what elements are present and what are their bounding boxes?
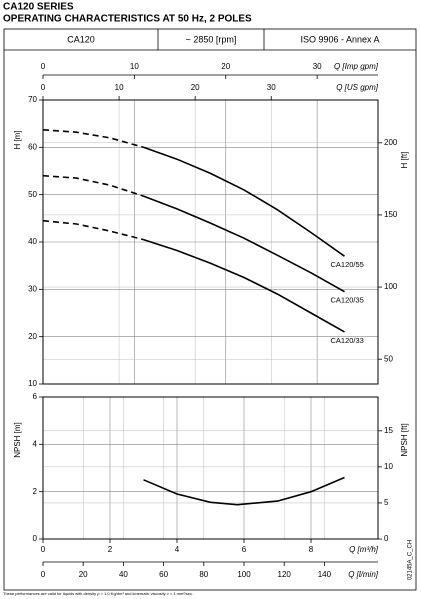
x-tick-label: 30 — [313, 62, 322, 71]
y2-tick-label: 15 — [384, 426, 393, 435]
y2-tick-label: 150 — [384, 210, 398, 219]
y2-tick-label: 200 — [384, 138, 398, 147]
y-tick-label: 10 — [28, 379, 37, 388]
x-tick-label: 30 — [267, 83, 276, 92]
info-cell: ~ 2850 [rpm] — [186, 34, 237, 44]
y2-axis-label: NPSH [ft] — [400, 423, 409, 456]
x-tick-label: 20 — [191, 83, 200, 92]
y-tick-label: 4 — [33, 439, 38, 448]
x-tick-label: 0 — [41, 83, 46, 92]
x-tick-label: 40 — [119, 570, 128, 579]
curve-dashed — [42, 219, 144, 241]
y-tick-label: 30 — [28, 284, 37, 293]
y-axis-label: H [m] — [13, 130, 22, 149]
x-tick-label: 60 — [159, 570, 168, 579]
curve-label: CA120/55 — [331, 260, 364, 269]
x-tick-label: 8 — [309, 545, 314, 554]
footnote: These performances are valid for liquids… — [3, 591, 193, 596]
curve-dashed — [42, 174, 144, 197]
curve — [143, 476, 345, 506]
x-tick-label: 6 — [242, 545, 247, 554]
curve-dashed — [42, 129, 144, 149]
y2-tick-label: 5 — [384, 498, 389, 507]
x-tick-label: 140 — [318, 570, 332, 579]
info-cell: ISO 9906 - Annex A — [300, 34, 379, 44]
y-tick-label: 6 — [33, 392, 38, 401]
x-tick-label: 4 — [175, 545, 180, 554]
x-axis-label: Q [Imp gpm] — [334, 62, 379, 71]
y-tick-label: 70 — [28, 95, 37, 104]
y2-tick-label: 10 — [384, 462, 393, 471]
y-tick-label: 20 — [28, 332, 37, 341]
x-axis-label: Q [l/min] — [348, 570, 379, 579]
y-tick-label: 0 — [33, 534, 38, 543]
x-tick-label: 120 — [278, 570, 292, 579]
y2-tick-label: 100 — [384, 282, 398, 291]
x-tick-label: 80 — [199, 570, 208, 579]
curve — [143, 146, 345, 257]
y-axis-label: NPSH [m] — [13, 422, 22, 458]
x-axis-label: Q [US gpm] — [336, 83, 379, 92]
plot-frame — [42, 396, 379, 540]
plot-frame — [42, 99, 379, 385]
x-tick-label: 10 — [130, 62, 139, 71]
x-tick-label: 0 — [41, 570, 46, 579]
x-tick-label: 20 — [221, 62, 230, 71]
x-tick-label: 0 — [41, 545, 46, 554]
x-tick-label: 20 — [79, 570, 88, 579]
y2-tick-label: 50 — [384, 354, 393, 363]
info-cell: CA120 — [67, 34, 95, 44]
x-tick-label: 100 — [237, 570, 251, 579]
y-tick-label: 40 — [28, 237, 37, 246]
curve-label: CA120/35 — [331, 296, 364, 305]
frame — [3, 28, 417, 591]
x-axis-label: Q [m³/h] — [349, 545, 379, 554]
curve — [143, 238, 345, 333]
y-tick-label: 60 — [28, 142, 37, 151]
y-tick-label: 2 — [33, 487, 38, 496]
y2-axis-label: H [ft] — [400, 152, 409, 169]
y-tick-label: 50 — [28, 190, 37, 199]
drawing-code: 02145A_C_CH — [408, 540, 414, 580]
y2-tick-label: 0 — [384, 534, 389, 543]
subtitle: OPERATING CHARACTERISTICS AT 50 Hz, 2 PO… — [3, 14, 252, 25]
title: CA120 SERIES — [3, 2, 74, 13]
curve — [143, 195, 345, 293]
x-tick-label: 0 — [41, 62, 46, 71]
x-tick-label: 10 — [115, 83, 124, 92]
x-tick-label: 2 — [108, 545, 113, 554]
curve-label: CA120/33 — [331, 336, 364, 345]
